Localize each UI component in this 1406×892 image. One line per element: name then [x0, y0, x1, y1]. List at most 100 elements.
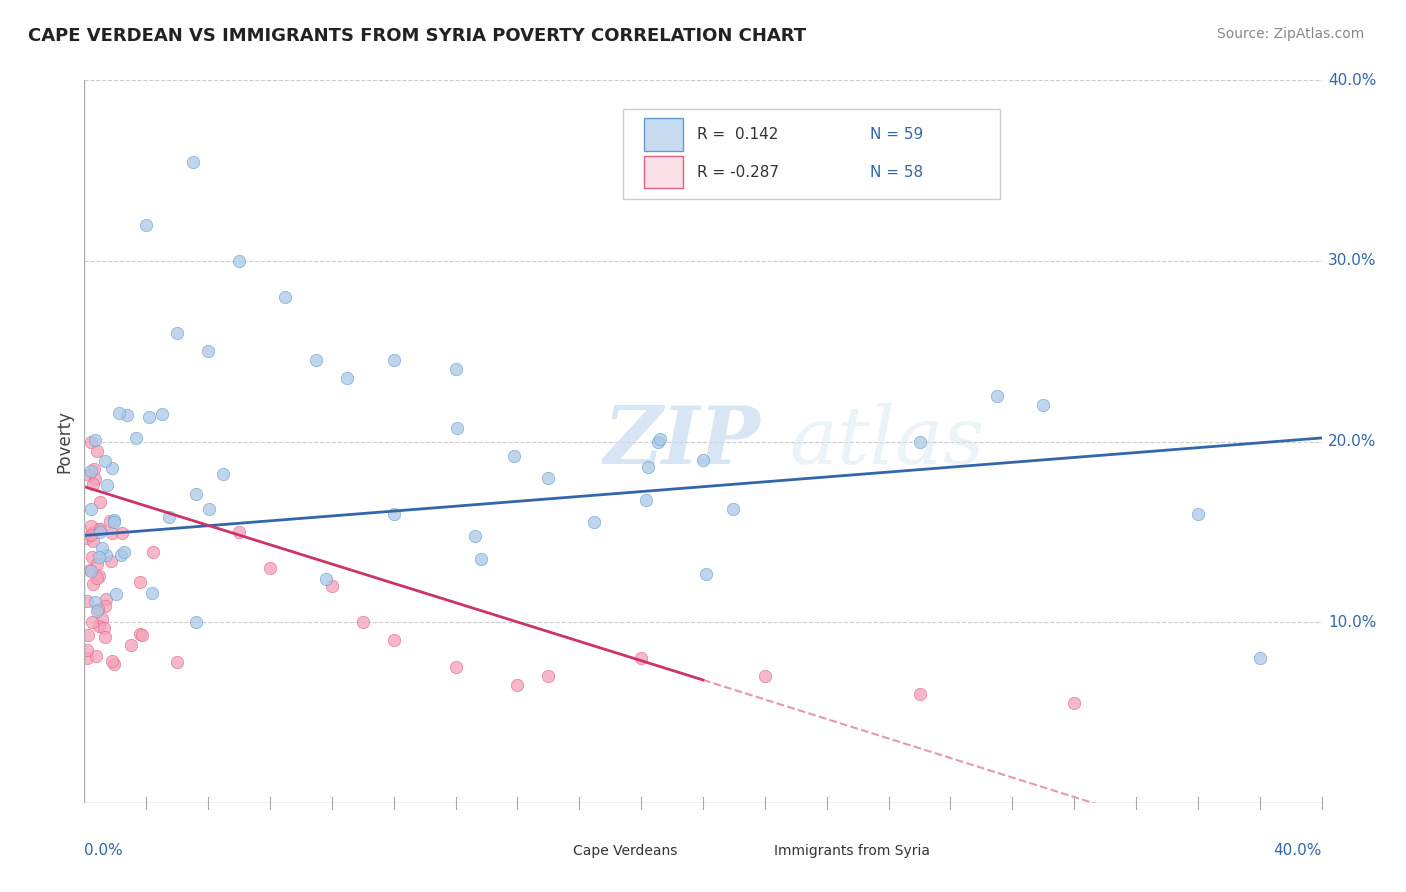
- Text: Source: ZipAtlas.com: Source: ZipAtlas.com: [1216, 27, 1364, 41]
- Point: [79, 434, 101, 449]
- Text: 30.0%: 30.0%: [1327, 253, 1376, 268]
- Point: [721, 501, 744, 516]
- Point: [166, 326, 188, 340]
- Point: [87, 569, 110, 583]
- Point: [908, 687, 931, 701]
- Point: [321, 579, 343, 593]
- Point: [138, 410, 160, 425]
- Point: [150, 408, 173, 422]
- Point: [636, 493, 658, 508]
- Point: [107, 406, 129, 420]
- Point: [76, 627, 98, 641]
- Point: [89, 525, 111, 540]
- Point: [986, 389, 1008, 403]
- Point: [274, 290, 297, 304]
- Point: [141, 585, 163, 599]
- Point: [79, 464, 101, 478]
- Point: [82, 476, 104, 491]
- Text: N = 59: N = 59: [870, 127, 924, 142]
- Text: 40.0%: 40.0%: [1327, 73, 1376, 87]
- Point: [128, 574, 150, 589]
- Text: 10.0%: 10.0%: [1327, 615, 1376, 630]
- Point: [181, 154, 204, 169]
- Point: [446, 421, 468, 435]
- Point: [1063, 697, 1085, 711]
- Text: atlas: atlas: [790, 403, 986, 480]
- Point: [86, 443, 108, 458]
- Point: [93, 599, 115, 613]
- Point: [76, 642, 98, 657]
- Point: [79, 519, 101, 533]
- Point: [212, 467, 235, 482]
- Point: [96, 477, 118, 491]
- Point: [82, 615, 104, 629]
- Point: [131, 628, 153, 642]
- Point: [104, 587, 127, 601]
- Point: [120, 638, 142, 652]
- Point: [96, 591, 118, 606]
- Text: Cape Verdeans: Cape Verdeans: [574, 844, 678, 858]
- Point: [184, 615, 207, 629]
- Point: [648, 432, 671, 446]
- Point: [86, 557, 108, 571]
- FancyBboxPatch shape: [728, 846, 763, 862]
- Point: [93, 622, 115, 636]
- Point: [630, 651, 652, 665]
- Point: [315, 572, 337, 586]
- Point: [141, 545, 163, 559]
- Point: [908, 434, 931, 449]
- Point: [103, 657, 125, 671]
- Point: [129, 626, 152, 640]
- Text: 20.0%: 20.0%: [1327, 434, 1376, 449]
- Point: [100, 554, 122, 568]
- Point: [79, 563, 101, 577]
- Text: ZIP: ZIP: [605, 403, 761, 480]
- Point: [82, 525, 104, 540]
- FancyBboxPatch shape: [623, 109, 1000, 200]
- Point: [83, 461, 105, 475]
- Point: [502, 450, 524, 464]
- Point: [94, 548, 117, 562]
- Point: [695, 566, 717, 581]
- Point: [90, 541, 112, 555]
- Point: [184, 486, 207, 500]
- Text: R = -0.287: R = -0.287: [697, 164, 779, 179]
- Text: N = 58: N = 58: [870, 164, 924, 179]
- Point: [84, 433, 107, 447]
- Point: [1187, 507, 1209, 521]
- Point: [647, 435, 669, 450]
- Point: [115, 408, 138, 422]
- Point: [111, 525, 134, 540]
- Point: [91, 612, 114, 626]
- Point: [82, 577, 104, 591]
- Point: [86, 604, 108, 618]
- Point: [76, 651, 98, 665]
- Point: [93, 631, 115, 645]
- Point: [101, 526, 124, 541]
- Point: [444, 660, 467, 674]
- Point: [98, 514, 121, 528]
- FancyBboxPatch shape: [644, 119, 683, 151]
- Point: [444, 362, 467, 376]
- Point: [103, 515, 125, 529]
- Point: [228, 524, 250, 539]
- Point: [76, 594, 98, 608]
- Point: [103, 513, 125, 527]
- Point: [1032, 398, 1054, 412]
- Point: [1249, 651, 1271, 665]
- Point: [305, 353, 328, 368]
- Point: [89, 549, 111, 564]
- Point: [382, 633, 405, 648]
- FancyBboxPatch shape: [530, 846, 565, 862]
- Point: [124, 431, 146, 445]
- Point: [637, 460, 659, 475]
- Point: [197, 501, 219, 516]
- Point: [87, 619, 110, 633]
- Point: [470, 552, 492, 566]
- Point: [84, 472, 107, 486]
- Point: [352, 615, 374, 630]
- Point: [382, 353, 405, 368]
- Point: [76, 531, 98, 545]
- Point: [89, 495, 111, 509]
- Point: [228, 254, 250, 268]
